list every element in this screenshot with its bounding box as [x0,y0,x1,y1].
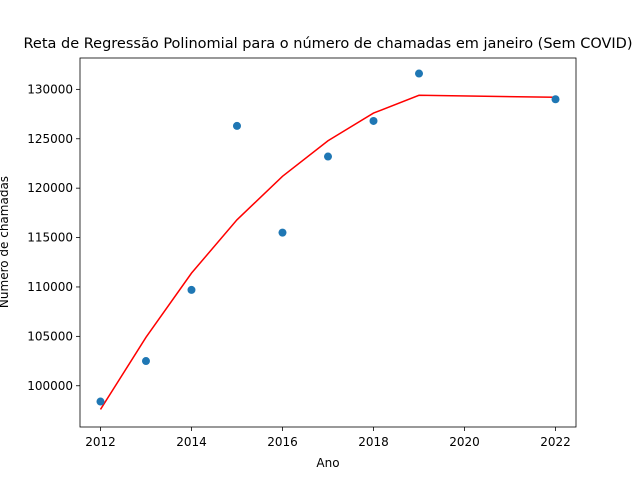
y-tick-label: 110000 [27,280,73,294]
x-axis-label: Ano [316,456,339,470]
data-point [324,152,332,161]
x-tick-label: 2018 [358,435,389,449]
y-tick-label: 125000 [27,132,73,146]
data-point [369,116,378,125]
x-tick-label: 2022 [540,435,571,449]
chart-title: Reta de Regressão Polinomial para o núme… [23,36,632,52]
data-point [415,69,424,78]
data-point [96,397,105,406]
x-tick-label: 2016 [267,435,298,449]
y-tick-label: 120000 [27,181,73,195]
data-point [187,285,196,294]
data-point [551,95,560,104]
y-axis-label: Número de chamadas [0,176,11,308]
data-point [278,228,287,237]
plot-frame [79,57,577,428]
y-tick-label: 115000 [27,231,73,245]
x-tick-label: 2012 [85,435,116,449]
x-tick-label: 2020 [449,435,480,449]
regression-line [99,94,556,410]
x-tick-label: 2014 [176,435,207,449]
y-tick-label: 130000 [27,82,73,96]
y-tick-label: 100000 [27,379,73,393]
data-point [141,357,150,366]
plot-area: 2012 2014 2016 2018 2020 2022 100000 105000 1100… [27,57,577,449]
y-tick-label: 105000 [27,329,73,343]
data-point [232,121,241,130]
